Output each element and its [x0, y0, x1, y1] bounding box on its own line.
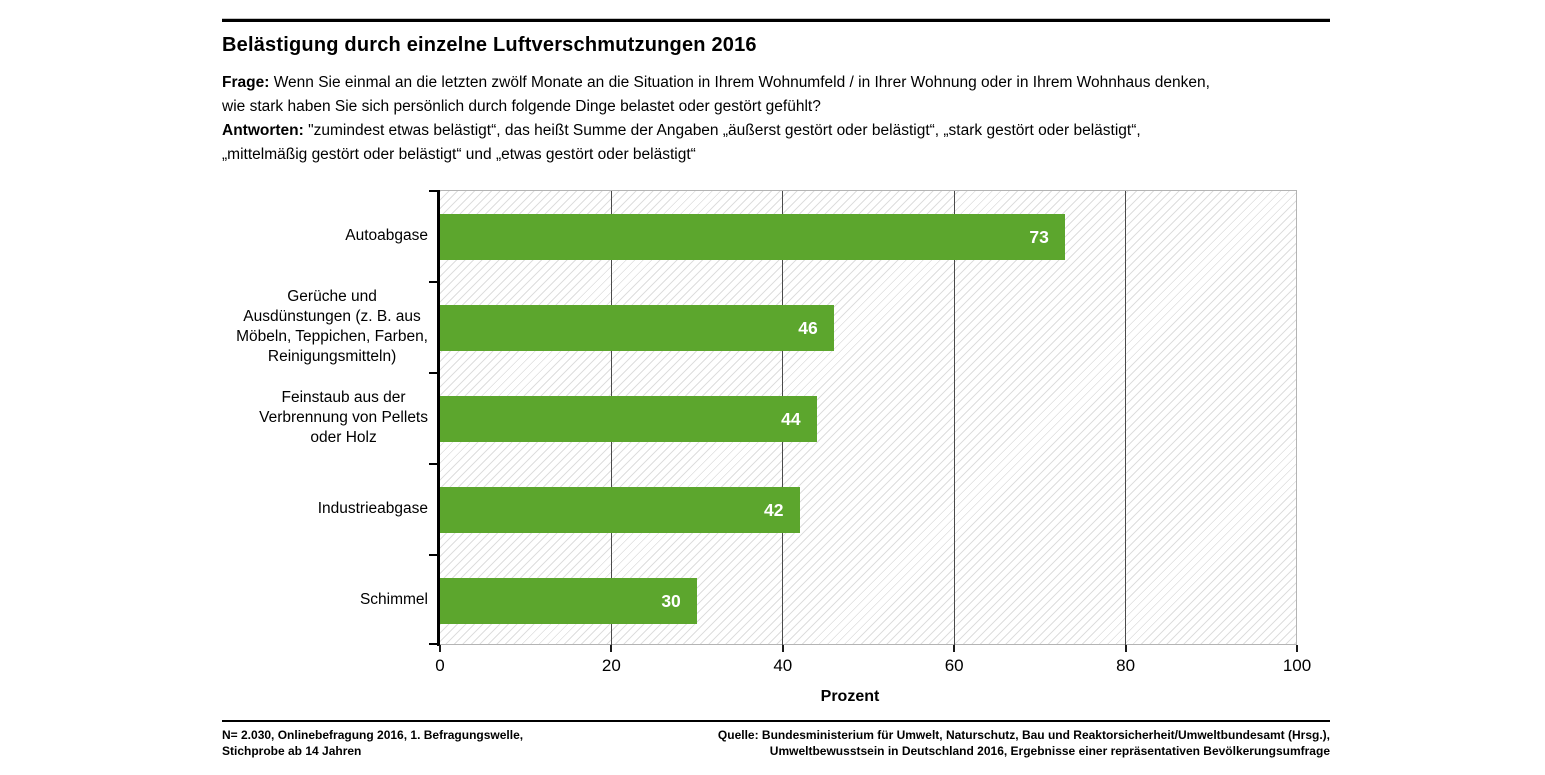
x-tick-label: 60	[944, 656, 964, 675]
footer-note-left: N= 2.030, Onlinebefragung 2016, 1. Befra…	[222, 727, 523, 759]
y-tick-mark	[429, 463, 438, 465]
category-label: Schimmel	[360, 590, 428, 610]
x-tick-mark	[1296, 645, 1298, 652]
category-labels: Autoabgase Gerüche und Ausdünstungen (z. B…	[200, 190, 428, 645]
category-label-line: Möbeln, Teppichen, Farben,	[236, 327, 428, 345]
bar-value-label: 30	[661, 590, 681, 611]
category-label-line: Gerüche und	[287, 287, 377, 305]
sample-note-line-2: Stichprobe ab 14 Jahren	[222, 744, 362, 758]
bar: 44	[440, 395, 817, 442]
intro-text: Frage: Wenn Sie einmal an die letzten zw…	[222, 71, 1342, 167]
frage-line-2: wie stark haben Sie sich persönlich durc…	[222, 98, 821, 115]
frage-label: Frage:	[222, 74, 270, 91]
plot-area: 73 46 44 42 30	[440, 190, 1297, 646]
antworten-line-2: „mittelmäßig gestört oder belästigt“ und…	[222, 146, 696, 163]
x-axis-title: Prozent	[820, 688, 880, 705]
sample-note-line-1: N= 2.030, Onlinebefragung 2016, 1. Befra…	[222, 728, 524, 742]
bar-value-label: 46	[798, 317, 818, 338]
x-tick-label: 20	[601, 656, 621, 675]
category-row: Industrieabgase	[200, 463, 428, 554]
antworten-text-1: "zumindest etwas belästigt“, das heißt S…	[308, 122, 1141, 139]
bar-value-label: 42	[764, 499, 784, 520]
source-line-1: Quelle: Bundesministerium für Umwelt, Na…	[717, 728, 1330, 742]
frage-line-1: Frage: Wenn Sie einmal an die letzten zw…	[222, 71, 1342, 95]
y-tick-mark	[429, 554, 438, 556]
category-row: Gerüche und Ausdünstungen (z. B. aus Möbel…	[200, 281, 428, 372]
gridline	[1124, 191, 1126, 646]
category-label: Feinstaub aus der Verbrennung von Pellets…	[259, 388, 428, 448]
x-tick-mark	[1124, 645, 1127, 652]
category-label-line: Feinstaub aus der	[281, 388, 406, 406]
category-label-line: Industrieabgase	[317, 499, 428, 517]
category-label-line: oder Holz	[310, 428, 377, 446]
category-row: Schimmel	[200, 554, 428, 645]
bar: 30	[440, 577, 697, 624]
bar-value-label: 44	[781, 408, 801, 429]
x-tick-label: 40	[773, 656, 793, 675]
bar: 42	[440, 486, 800, 533]
x-tick-mark	[953, 645, 956, 652]
top-rule	[222, 18, 1330, 22]
y-tick-mark	[429, 643, 438, 645]
category-label-line: Schimmel	[359, 590, 428, 608]
page-title: Belästigung durch einzelne Luftverschmut…	[222, 34, 757, 56]
category-label: Industrieabgase	[318, 499, 428, 519]
y-tick-mark	[429, 190, 438, 192]
category-label: Autoabgase	[345, 226, 428, 246]
y-tick-mark	[429, 372, 438, 374]
source-line-2: Umweltbewusstsein in Deutschland 2016, E…	[769, 744, 1330, 758]
category-label-line: Verbrennung von Pellets	[259, 408, 428, 426]
frage-text-1: Wenn Sie einmal an die letzten zwölf Mon…	[273, 74, 1210, 91]
x-tick-label: 0	[435, 656, 445, 675]
bar-value-label: 73	[1029, 226, 1049, 247]
x-tick-label: 80	[1116, 656, 1136, 675]
antworten-label: Antworten:	[222, 122, 304, 139]
y-tick-mark	[429, 281, 438, 283]
bar: 46	[440, 304, 834, 351]
category-row: Autoabgase	[200, 190, 428, 281]
x-tick-mark	[610, 645, 613, 652]
category-label-line: Autoabgase	[345, 226, 428, 244]
x-tick-label: 100	[1282, 656, 1312, 675]
category-label: Gerüche und Ausdünstungen (z. B. aus Möbel…	[236, 287, 428, 367]
footer-rule	[222, 720, 1330, 722]
footer-source-right: Quelle: Bundesministerium für Umwelt, Na…	[718, 727, 1330, 759]
x-tick-mark	[439, 645, 441, 652]
gridline	[953, 191, 955, 646]
category-row: Feinstaub aus der Verbrennung von Pellets…	[200, 372, 428, 463]
bar: 73	[440, 213, 1065, 260]
antworten-line-1: Antworten: "zumindest etwas belästigt“, …	[222, 119, 1342, 143]
x-tick-mark	[781, 645, 784, 652]
category-label-line: Ausdünstungen (z. B. aus	[243, 307, 421, 325]
category-label-line: Reinigungsmitteln)	[267, 347, 397, 365]
